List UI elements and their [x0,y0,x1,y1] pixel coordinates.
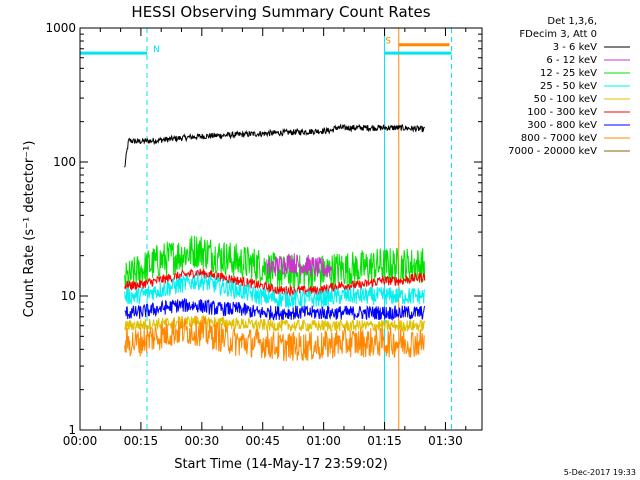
legend-entry-8: 7000 - 20000 keV [508,146,630,157]
x-axis-label: Start Time (14-May-17 23:59:02) [174,457,388,472]
legend-label: 6 - 12 keV [546,55,597,66]
legend-entry-1: 6 - 12 keV [546,55,630,66]
series-trace [124,298,426,322]
series-trace [266,253,332,278]
legend-entry-2: 12 - 25 keV [540,68,630,79]
legend-label: 800 - 7000 keV [521,133,597,144]
legend: Det 1,3,6, FDecim 3, Att 0 3 - 6 keV 6 - 12… [508,16,630,157]
series-0 [124,123,426,168]
series-trace [124,123,426,168]
y-tick-label: 1 [68,423,76,437]
state-marker-label: N [153,45,160,55]
x-tick-label: 01:15 [367,434,402,448]
legend-label: 50 - 100 keV [534,94,598,105]
series-trace [124,271,426,310]
legend-entry-3: 25 - 50 keV [540,81,630,92]
series-trace [124,315,426,333]
x-tick-label: 00:30 [185,434,220,448]
series-4 [124,271,426,310]
legend-label: 100 - 300 keV [527,107,597,118]
series-trace [124,315,426,362]
legend-label: 25 - 50 keV [540,81,597,92]
legend-header-line: FDecim 3, Att 0 [519,29,597,40]
legend-entry-7: 800 - 7000 keV [521,133,630,144]
x-tick-label: 00:45 [245,434,280,448]
y-axis-label: Count Rate (s⁻¹ detector⁻¹) [22,141,37,318]
series-6 [124,315,426,333]
legend-label: 12 - 25 keV [540,68,597,79]
x-tick-label: 00:00 [63,434,98,448]
timestamp: 5-Dec-2017 19:33 [564,468,636,477]
state-marker-label: S [385,37,391,47]
x-tick-label: 01:30 [428,434,463,448]
plot-frame [79,27,483,431]
legend-entry-4: 50 - 100 keV [534,94,630,105]
x-tick-label: 01:00 [306,434,341,448]
series-2 [266,253,332,278]
y-tick-label: 10 [61,289,76,303]
legend-entry-5: 100 - 300 keV [527,107,630,118]
legend-label: 3 - 6 keV [553,42,597,53]
legend-entry-6: 300 - 800 keV [527,120,630,131]
y-tick-label: 100 [53,155,76,169]
legend-header-line: Det 1,3,6, [547,16,597,27]
plot-content: NS [79,28,453,430]
y-tick-label: 1000 [45,21,76,35]
chart-title: HESSI Observing Summary Count Rates [131,3,430,21]
legend-label: 300 - 800 keV [527,120,597,131]
legend-label: 7000 - 20000 keV [508,146,597,157]
axes: 1 10 100 1000 00:00 00:15 00:30 00:45 01:00 01:15… [45,21,482,448]
series-7 [124,315,426,362]
x-tick-label: 00:15 [124,434,159,448]
series-5 [124,298,426,322]
legend-entry-0: 3 - 6 keV [553,42,630,53]
